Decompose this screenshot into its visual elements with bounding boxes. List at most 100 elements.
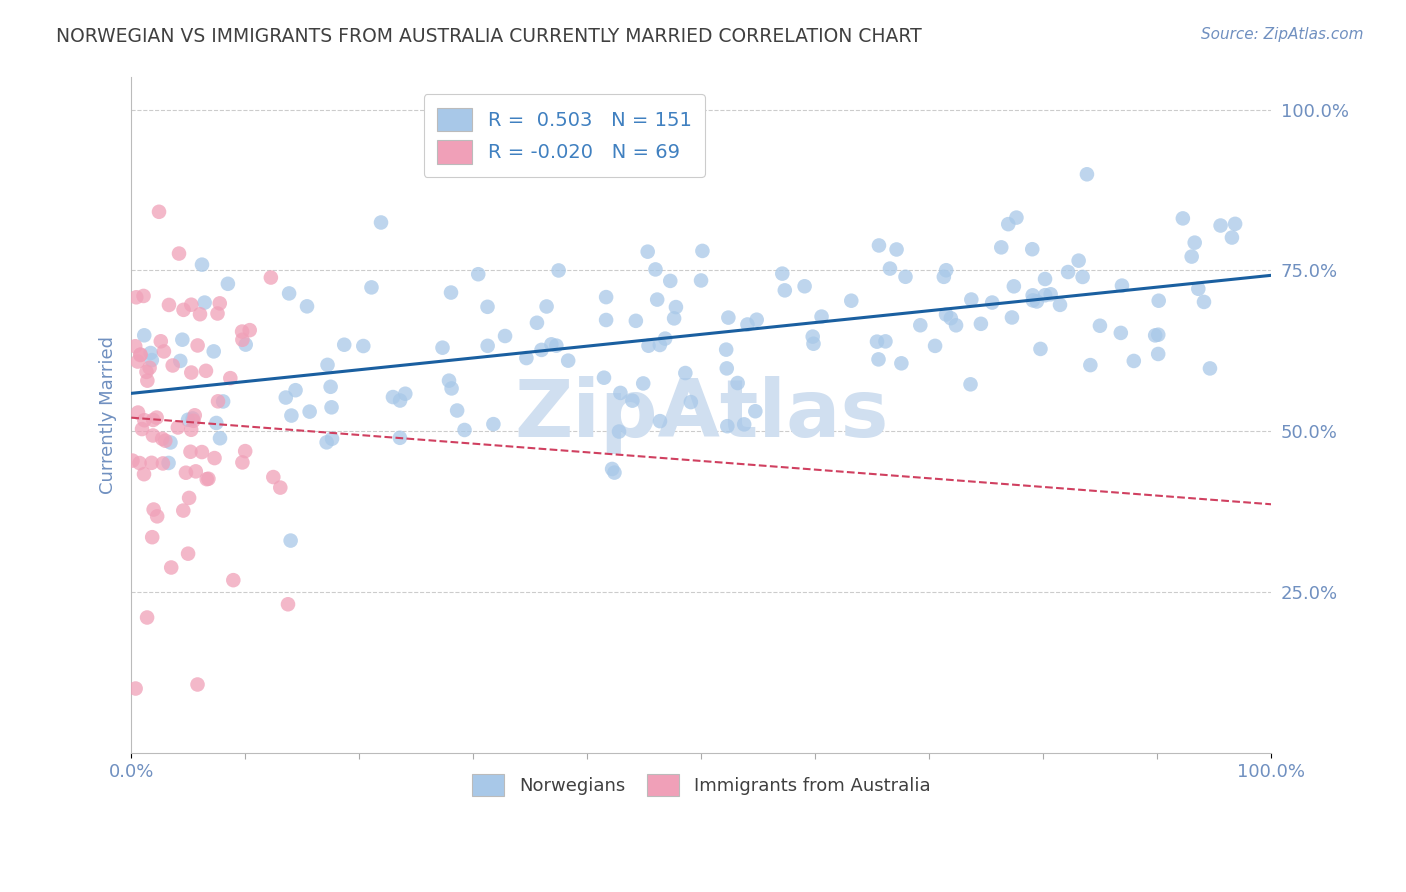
Point: [181, 411, 204, 425]
Point: [1002, 279, 1025, 293]
Point: [142, 502, 165, 516]
Point: [235, 337, 257, 351]
Point: [745, 312, 768, 326]
Point: [388, 431, 411, 445]
Point: [125, 290, 148, 304]
Point: [770, 267, 793, 281]
Point: [204, 451, 226, 466]
Point: [1192, 294, 1215, 309]
Point: [654, 332, 676, 346]
Point: [150, 432, 173, 446]
Point: [467, 267, 489, 281]
Point: [714, 343, 737, 357]
Point: [482, 417, 505, 431]
Point: [180, 366, 202, 380]
Point: [557, 353, 579, 368]
Point: [269, 481, 291, 495]
Point: [477, 300, 499, 314]
Point: [280, 533, 302, 548]
Point: [177, 413, 200, 427]
Point: [803, 336, 825, 351]
Point: [187, 338, 209, 352]
Point: [935, 263, 957, 277]
Point: [207, 394, 229, 409]
Point: [394, 386, 416, 401]
Point: [155, 434, 177, 448]
Point: [197, 472, 219, 486]
Point: [659, 274, 682, 288]
Point: [727, 376, 749, 390]
Point: [1223, 217, 1246, 231]
Point: [138, 360, 160, 375]
Point: [136, 610, 159, 624]
Point: [1025, 294, 1047, 309]
Point: [277, 597, 299, 611]
Point: [134, 328, 156, 343]
Text: ZipAtlas: ZipAtlas: [515, 376, 889, 454]
Point: [121, 453, 143, 467]
Point: [172, 333, 194, 347]
Point: [546, 338, 568, 352]
Point: [183, 414, 205, 428]
Point: [186, 677, 208, 691]
Point: [128, 456, 150, 470]
Point: [295, 299, 318, 313]
Point: [868, 238, 890, 252]
Point: [141, 456, 163, 470]
Point: [624, 314, 647, 328]
Point: [1021, 288, 1043, 302]
Point: [131, 422, 153, 436]
Point: [530, 343, 553, 357]
Point: [191, 258, 214, 272]
Point: [453, 423, 475, 437]
Point: [160, 560, 183, 574]
Point: [321, 432, 343, 446]
Point: [124, 681, 146, 696]
Point: [932, 269, 955, 284]
Point: [875, 334, 897, 349]
Point: [637, 244, 659, 259]
Point: [207, 306, 229, 320]
Point: [381, 390, 404, 404]
Point: [205, 416, 228, 430]
Point: [166, 420, 188, 434]
Point: [316, 358, 339, 372]
Point: [621, 393, 644, 408]
Point: [603, 466, 626, 480]
Point: [801, 329, 824, 343]
Point: [172, 503, 194, 517]
Point: [1220, 230, 1243, 244]
Point: [1209, 219, 1232, 233]
Point: [716, 419, 738, 434]
Point: [645, 293, 668, 307]
Point: [278, 286, 301, 301]
Point: [868, 352, 890, 367]
Point: [692, 244, 714, 258]
Point: [173, 302, 195, 317]
Point: [477, 339, 499, 353]
Point: [174, 466, 197, 480]
Point: [1022, 293, 1045, 308]
Point: [526, 316, 548, 330]
Point: [737, 318, 759, 332]
Point: [142, 428, 165, 442]
Point: [132, 289, 155, 303]
Point: [1076, 167, 1098, 181]
Point: [219, 371, 242, 385]
Point: [153, 344, 176, 359]
Point: [1171, 211, 1194, 226]
Point: [494, 329, 516, 343]
Point: [260, 270, 283, 285]
Point: [600, 462, 623, 476]
Point: [1001, 310, 1024, 325]
Point: [298, 404, 321, 418]
Point: [593, 370, 616, 384]
Point: [793, 279, 815, 293]
Point: [733, 417, 755, 432]
Point: [810, 310, 832, 324]
Point: [970, 317, 993, 331]
Point: [607, 425, 630, 439]
Point: [239, 323, 262, 337]
Point: [437, 374, 460, 388]
Point: [184, 409, 207, 423]
